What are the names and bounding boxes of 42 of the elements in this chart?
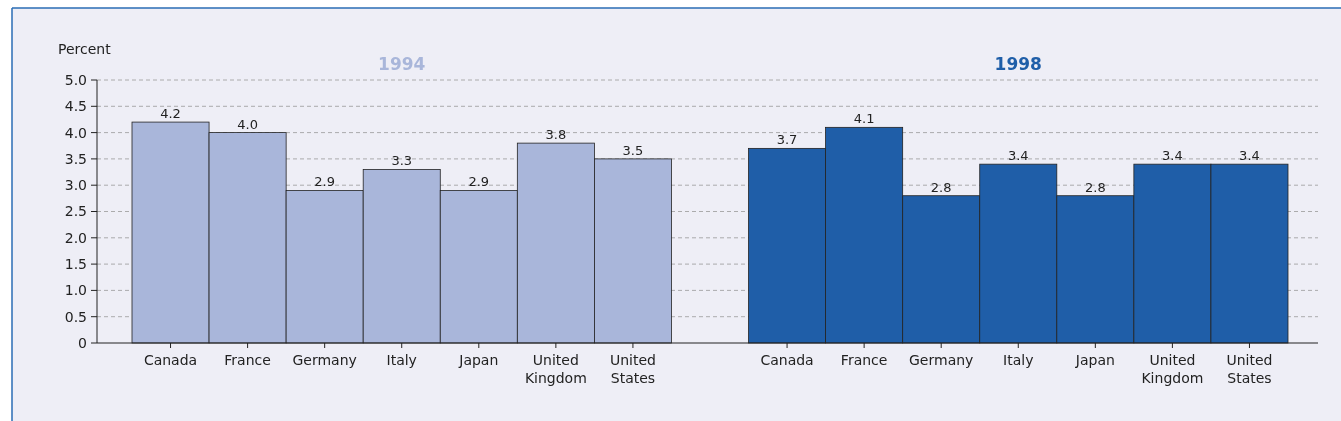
x-tick-label: Canada — [143, 352, 198, 368]
x-tick-label: United States — [1226, 352, 1273, 386]
data-label: 2.8 — [1084, 179, 1106, 195]
x-tick-label: Japan — [1074, 352, 1115, 368]
x-tick-label: United Kingdom — [1141, 352, 1204, 386]
data-label: 2.9 — [314, 174, 336, 190]
data-label: 3.7 — [776, 132, 798, 148]
y-tick-label: 0.5 — [64, 308, 87, 325]
text: 1998 — [994, 54, 1042, 74]
x-tick-label: Italy — [386, 352, 417, 368]
y-tick-label: 3.0 — [64, 177, 87, 194]
y-tick-label: 3.5 — [64, 150, 87, 167]
data-label: 3.4 — [1007, 148, 1029, 164]
y-tick-label: 0 — [78, 334, 87, 351]
y-tick-label: 1.5 — [64, 256, 87, 272]
y-tick-label: 1.0 — [64, 282, 87, 299]
data-label: 4.1 — [853, 111, 875, 127]
data-label: 2.8 — [930, 179, 952, 195]
data-label: 3.4 — [1162, 148, 1183, 164]
x-tick-label: Italy — [1003, 352, 1034, 368]
y-tick-label: 4.5 — [64, 98, 87, 115]
y-tick-label: 2.5 — [64, 203, 87, 220]
y-tick-label: 4.0 — [64, 124, 87, 141]
y-axis-title: Percent — [58, 41, 112, 57]
x-tick-label: France — [840, 352, 888, 368]
x-tick-label: Germany — [292, 352, 357, 368]
data-label: 4.0 — [237, 116, 258, 132]
text: 1994 — [378, 54, 426, 74]
x-tick-label: Canada — [760, 352, 814, 368]
data-label: 3.5 — [622, 142, 644, 158]
data-label: 2.9 — [468, 174, 490, 190]
x-tick-label: Japan — [458, 352, 499, 368]
x-tick-label: France — [224, 352, 271, 368]
data-label: 3.4 — [1239, 148, 1260, 164]
x-tick-label: United States — [609, 352, 656, 386]
data-label: 3.3 — [391, 153, 413, 169]
x-tick-label: Germany — [909, 352, 974, 368]
data-label: 4.2 — [160, 106, 181, 122]
data-label: 3.8 — [545, 127, 567, 143]
y-tick-label: 2.0 — [64, 229, 87, 246]
y-tick-label: 5.0 — [64, 71, 87, 88]
x-tick-label: United Kingdom — [524, 352, 587, 386]
